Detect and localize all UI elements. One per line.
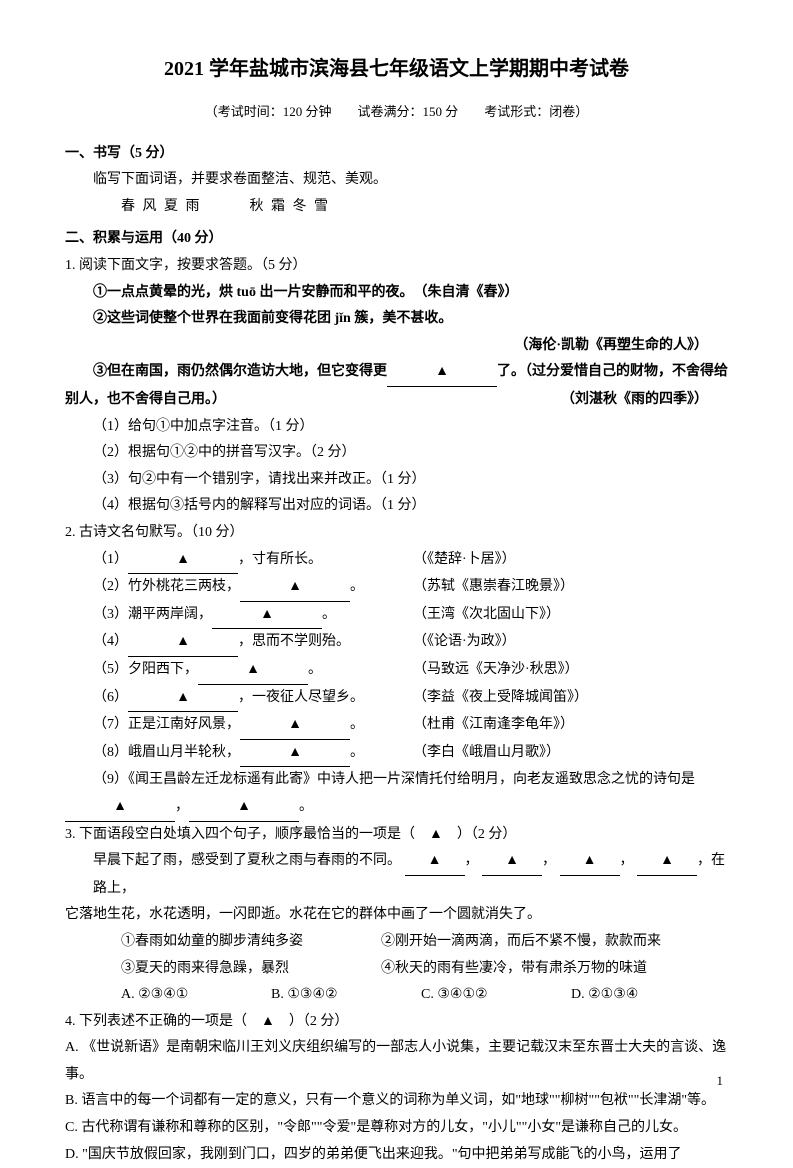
q2-stem: 2. 古诗文名句默写。（10 分）	[65, 520, 728, 547]
blank-fill[interactable]: ▲	[240, 574, 350, 602]
q2-r3-pre: （3）潮平两岸阔，	[93, 607, 212, 622]
q3-optD[interactable]: D. ②①③④	[571, 982, 721, 1009]
section-1-header: 一、书写（5 分）	[65, 141, 728, 168]
blank-fill[interactable]: ▲	[198, 657, 308, 685]
q2-r6-post: ，一夜征人尽望乡。	[238, 690, 364, 705]
blank-fill[interactable]: ▲	[637, 848, 697, 876]
q3-o1: ①春雨如幼童的脚步清纯多姿	[121, 929, 381, 956]
q4-optD[interactable]: D. "国庆节放假回家，我刚到门口，四岁的弟弟便飞出来迎我。"句中把弟弟写成能飞…	[65, 1142, 728, 1168]
q1-line1: ①一点点黄晕的光，烘 tuō 出一片安静而和平的夜。 （朱自清《春》）	[65, 280, 728, 307]
q3-opts34: ③夏天的雨来得急躁，暴烈 ④秋天的雨有些凄冷，带有肃杀万物的味道	[65, 956, 728, 983]
q1-l3b: 了。（过分爱惜自己的财物，不舍得给	[497, 364, 728, 379]
q2-r1-src: （《楚辞·卜居》）	[413, 547, 516, 575]
q3-body: 早晨下起了雨，感受到了夏秋之雨与春雨的不同。 ▲， ▲， ▲， ▲，在路上，	[65, 848, 728, 902]
q4-optA[interactable]: A. 《世说新语》是南朝宋临川王刘义庆组织编写的一部志人小说集，主要记载汉末至东…	[65, 1035, 728, 1088]
section-2-header: 二、积累与运用（40 分）	[65, 226, 728, 253]
q2-r2-src: （苏轼《惠崇春江晚景》）	[413, 574, 574, 602]
q3-optA[interactable]: A. ②③④①	[121, 982, 271, 1009]
q3-stem: 3. 下面语段空白处填入四个句子，顺序最恰当的一项是（ ▲ ）（2 分）	[65, 822, 728, 849]
q2-r9-comma: ，	[175, 799, 189, 814]
blank-fill[interactable]: ▲	[128, 547, 238, 575]
q1-l4b: （刘湛秋《雨的四季》）	[561, 387, 728, 414]
q2-row8: （8）峨眉山月半轮秋，▲。 （李白《峨眉山月歌》）	[65, 740, 728, 768]
blank-fill[interactable]: ▲	[387, 359, 497, 387]
q2-row3: （3）潮平两岸阔，▲。 （王湾《次北固山下》）	[65, 602, 728, 630]
q3-opts12: ①春雨如幼童的脚步清纯多姿 ②刚开始一滴两滴，而后不紧不慢，款款而来	[65, 929, 728, 956]
q3-b1: 早晨下起了雨，感受到了夏秋之雨与春雨的不同。	[93, 853, 401, 868]
blank-fill[interactable]: ▲	[189, 794, 299, 822]
q2-r1-pre: （1）	[93, 552, 128, 567]
page-title: 2021 学年盐城市滨海县七年级语文上学期期中考试卷	[65, 50, 728, 88]
q3-o3: ③夏天的雨来得急躁，暴烈	[121, 956, 381, 983]
q1-line2a: ②这些词使整个世界在我面前变得花团 jǐn 簇，美不甚收。	[65, 306, 728, 333]
blank-fill[interactable]: ▲	[128, 629, 238, 657]
q1-sub4: （4）根据句③括号内的解释写出对应的词语。（1 分）	[65, 493, 728, 520]
q4-optC[interactable]: C. 古代称谓有谦称和尊称的区别，"令郎""令爱"是尊称对方的儿女，"小儿""小…	[65, 1115, 728, 1142]
page-number: 1	[717, 1069, 724, 1094]
q2-r5-src: （马致远《天净沙·秋思》）	[413, 657, 579, 685]
q2-row5: （5）夕阳西下，▲。 （马致远《天净沙·秋思》）	[65, 657, 728, 685]
blank-fill[interactable]: ▲	[65, 794, 175, 822]
blank-fill[interactable]: ▲	[240, 740, 350, 768]
q3-o4: ④秋天的雨有些凄冷，带有肃杀万物的味道	[381, 956, 647, 983]
q2-r8-post: 。	[350, 745, 364, 760]
blank-fill[interactable]: ▲	[560, 848, 620, 876]
q1-line2-src: （海伦·凯勒《再塑生命的人》）	[65, 333, 728, 360]
q1-l4a: 别人，也不舍得自己用。）	[65, 387, 226, 414]
q2-r1-post: ，寸有所长。	[238, 552, 322, 567]
q2-r6-src: （李益《夜上受降城闻笛》）	[413, 685, 588, 713]
blank-fill[interactable]: ▲	[240, 712, 350, 740]
q2-r6-pre: （6）	[93, 690, 128, 705]
q2-r8-src: （李白《峨眉山月歌》）	[413, 740, 560, 768]
q3-body6: 它落地生花，水花透明，一闪即逝。水花在它的群体中画了一个圆就消失了。	[65, 902, 728, 929]
q2-r4-post: ，思而不学则殆。	[238, 634, 350, 649]
q3-answer-options: A. ②③④① B. ①③④② C. ③④①② D. ②①③④	[65, 982, 728, 1009]
q1-stem: 1. 阅读下面文字，按要求答题。（5 分）	[65, 253, 728, 280]
q3-optC[interactable]: C. ③④①②	[421, 982, 571, 1009]
blank-fill[interactable]: ▲	[128, 685, 238, 713]
q4-optB[interactable]: B. 语言中的每一个词都有一定的意义，只有一个意义的词称为单义词，如"地球""柳…	[65, 1088, 728, 1115]
q2-row4: （4）▲，思而不学则殆。 （《论语·为政》）	[65, 629, 728, 657]
q3-o2: ②刚开始一滴两滴，而后不紧不慢，款款而来	[381, 929, 661, 956]
q4-stem: 4. 下列表述不正确的一项是（ ▲ ）（2 分）	[65, 1009, 728, 1036]
q3-c2: ，	[542, 853, 556, 868]
q2-r3-src: （王湾《次北固山下》）	[413, 602, 560, 630]
q3-c1: ，	[465, 853, 479, 868]
blank-fill[interactable]: ▲	[405, 848, 465, 876]
q2-r5-post: 。	[308, 662, 322, 677]
q1-l3a: ③但在南国，雨仍然偶尔造访大地，但它变得更	[93, 364, 387, 379]
q1-sub2: （2）根据句①②中的拼音写汉字。（2 分）	[65, 440, 728, 467]
q2-r5-pre: （5）夕阳西下，	[93, 662, 198, 677]
q3-optB[interactable]: B. ①③④②	[271, 982, 421, 1009]
s1-instruction: 临写下面词语，并要求卷面整洁、规范、美观。	[65, 167, 728, 194]
q2-r8-pre: （8）峨眉山月半轮秋，	[93, 745, 240, 760]
blank-fill[interactable]: ▲	[212, 602, 322, 630]
q1-sub1: （1）给句①中加点字注音。（1 分）	[65, 414, 728, 441]
q1-line3: ③但在南国，雨仍然偶尔造访大地，但它变得更▲了。（过分爱惜自己的财物，不舍得给	[65, 359, 728, 387]
q2-r3-post: 。	[322, 607, 336, 622]
q2-row9: （9）《闻王昌龄左迁龙标遥有此寄》中诗人把一片深情托付给明月，向老友遥致思念之忧…	[65, 767, 728, 794]
q2-r4-src: （《论语·为政》）	[413, 629, 516, 657]
s1-words: 春 风 夏 雨 秋 霜 冬 雪	[65, 194, 728, 221]
q2-row2: （2）竹外桃花三两枝，▲。 （苏轼《惠崇春江晚景》）	[65, 574, 728, 602]
q2-row6: （6）▲，一夜征人尽望乡。 （李益《夜上受降城闻笛》）	[65, 685, 728, 713]
q2-r7-post: 。	[350, 717, 364, 732]
q3-c3: ，	[620, 853, 634, 868]
q2-r2-post: 。	[350, 579, 364, 594]
q2-row9-blanks: ▲，▲。	[65, 794, 728, 822]
q2-r9-period: 。	[299, 799, 313, 814]
q2-row1: （1）▲，寸有所长。 （《楚辞·卜居》）	[65, 547, 728, 575]
exam-subtitle: （考试时间：120 分钟 试卷满分：150 分 考试形式：闭卷）	[65, 100, 728, 125]
q2-r7-pre: （7）正是江南好风景，	[93, 717, 240, 732]
q2-r2-pre: （2）竹外桃花三两枝，	[93, 579, 240, 594]
q2-r7-src: （杜甫《江南逢李龟年》）	[413, 712, 574, 740]
q1-sub3: （3）句②中有一个错别字，请找出来并改正。（1 分）	[65, 467, 728, 494]
q2-r4-pre: （4）	[93, 634, 128, 649]
q1-line4: 别人，也不舍得自己用。） （刘湛秋《雨的四季》）	[65, 387, 728, 414]
blank-fill[interactable]: ▲	[482, 848, 542, 876]
q2-row7: （7）正是江南好风景，▲。 （杜甫《江南逢李龟年》）	[65, 712, 728, 740]
